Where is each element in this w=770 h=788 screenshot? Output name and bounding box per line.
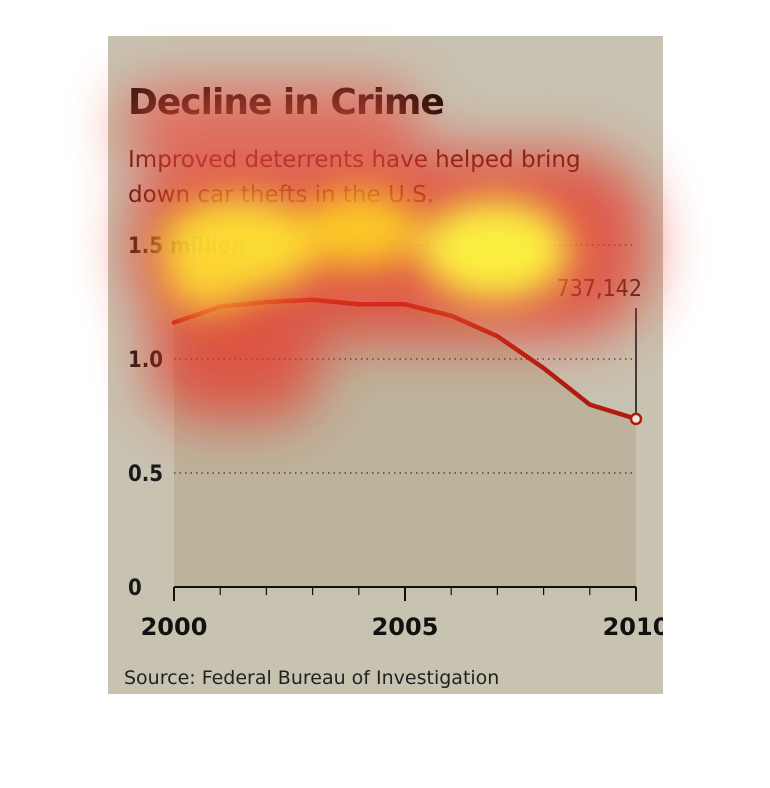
annotation-marker — [629, 412, 643, 426]
y-tick-label: 0.5 — [128, 462, 163, 487]
plot-area: 0 0.5 1.0 1.5 million 2000 2005 2010 737,142 — [128, 234, 663, 641]
y-tick-label: 1.5 million — [128, 234, 245, 259]
chart-source: Source: Federal Bureau of Investigation — [124, 667, 500, 689]
y-tick-label: 0 — [128, 576, 142, 601]
x-tick-label: 2005 — [372, 613, 439, 641]
y-tick-label: 1.0 — [128, 348, 163, 373]
x-tick-label: 2010 — [603, 613, 663, 641]
area-fill — [174, 299, 636, 587]
chart-figure: Decline in Crime Improved deterrents hav… — [108, 36, 663, 694]
x-tick-label: 2000 — [141, 613, 208, 641]
annotation-label: 737,142 — [556, 276, 642, 302]
